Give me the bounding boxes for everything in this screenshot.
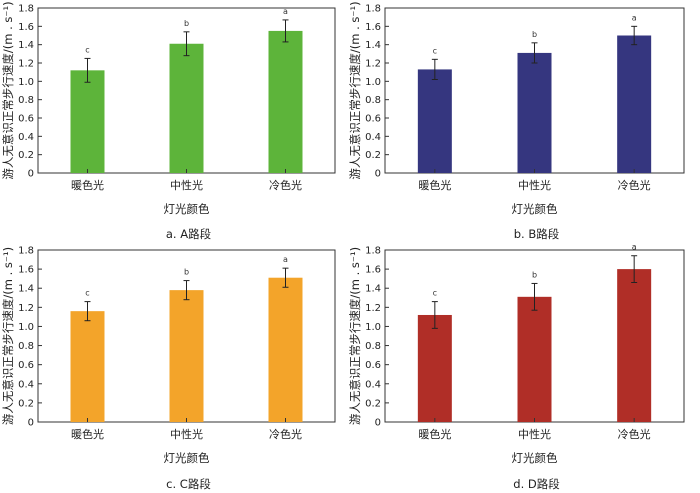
x-tick-label: 冷色光 bbox=[269, 178, 302, 192]
chart-panel-2: 0 0.2 0.4 0.6 0.8 1.0 1.2 1.4 1.6 1.8 c 暖色光 b 中性光 a 冷色光… bbox=[348, 1, 685, 241]
y-tick-label: 1.6 bbox=[365, 22, 381, 33]
y-tick-label: 0 bbox=[375, 169, 381, 180]
x-tick-label: 暖色光 bbox=[71, 427, 104, 441]
significance-label: c bbox=[433, 289, 437, 298]
y-tick-label: 0.2 bbox=[18, 398, 34, 409]
y-tick-label: 1.0 bbox=[18, 322, 34, 333]
x-axis-label: 灯光颜色 bbox=[164, 451, 210, 465]
significance-label: c bbox=[85, 45, 89, 54]
significance-label: b bbox=[532, 270, 537, 279]
y-tick-label: 1.0 bbox=[365, 77, 381, 88]
y-tick-label: 0.6 bbox=[365, 114, 381, 125]
x-tick-label: 中性光 bbox=[170, 178, 203, 192]
bar bbox=[417, 69, 452, 173]
y-tick-label: 0 bbox=[28, 418, 34, 429]
panel-caption: a. A路段 bbox=[166, 227, 212, 241]
bar bbox=[268, 30, 303, 173]
y-tick-label: 1.6 bbox=[365, 265, 381, 276]
y-tick-label: 1.2 bbox=[18, 59, 34, 70]
significance-label: a bbox=[283, 7, 288, 16]
bar bbox=[617, 35, 652, 173]
x-tick-label: 冷色光 bbox=[618, 427, 651, 441]
y-tick-label: 1.4 bbox=[365, 40, 381, 51]
x-axis-label: 灯光颜色 bbox=[512, 202, 558, 216]
bar bbox=[517, 52, 552, 173]
significance-label: a bbox=[632, 243, 637, 252]
significance-label: c bbox=[85, 289, 89, 298]
significance-label: b bbox=[184, 268, 189, 277]
y-tick-label: 1.4 bbox=[18, 284, 34, 295]
y-axis-label: 游人无意识正常步行速度/(m . s⁻¹) bbox=[348, 247, 362, 425]
y-tick-label: 1.2 bbox=[365, 59, 381, 70]
significance-label: c bbox=[433, 46, 437, 55]
x-tick-label: 冷色光 bbox=[269, 427, 302, 441]
x-tick-label: 暖色光 bbox=[71, 178, 104, 192]
y-tick-label: 0.8 bbox=[365, 95, 381, 106]
chart-panel-1: 0 0.2 0.4 0.6 0.8 1.0 1.2 1.4 1.6 1.8 c 暖色光 b 中性光 a 冷色光… bbox=[1, 1, 336, 241]
y-tick-label: 1.8 bbox=[365, 246, 381, 257]
significance-label: a bbox=[283, 255, 288, 264]
panel-caption: c. C路段 bbox=[166, 477, 211, 491]
y-tick-label: 0 bbox=[28, 169, 34, 180]
bar bbox=[70, 70, 105, 173]
x-tick-label: 中性光 bbox=[518, 178, 551, 192]
significance-label: b bbox=[184, 19, 189, 28]
y-tick-label: 1.8 bbox=[18, 4, 34, 15]
y-tick-label: 1.2 bbox=[365, 303, 381, 314]
y-tick-label: 1.8 bbox=[365, 4, 381, 15]
y-tick-label: 1.0 bbox=[18, 77, 34, 88]
y-tick-label: 1.2 bbox=[18, 303, 34, 314]
significance-label: b bbox=[532, 30, 537, 39]
y-tick-label: 0.8 bbox=[18, 341, 34, 352]
panel-caption: b. B路段 bbox=[514, 227, 560, 241]
significance-label: a bbox=[632, 13, 637, 22]
y-tick-label: 0.6 bbox=[18, 360, 34, 371]
x-axis-label: 灯光颜色 bbox=[164, 202, 210, 216]
bar bbox=[268, 277, 303, 422]
y-tick-label: 0.4 bbox=[18, 379, 34, 390]
y-tick-label: 0.8 bbox=[365, 341, 381, 352]
x-axis-label: 灯光颜色 bbox=[512, 451, 558, 465]
y-tick-label: 0.2 bbox=[18, 150, 34, 161]
x-tick-label: 冷色光 bbox=[618, 178, 651, 192]
chart-panel-4: 0 0.2 0.4 0.6 0.8 1.0 1.2 1.4 1.6 1.8 c 暖色光 b 中性光 a 冷色光… bbox=[348, 243, 685, 491]
y-tick-label: 0 bbox=[375, 418, 381, 429]
y-tick-label: 1.4 bbox=[18, 40, 34, 51]
y-tick-label: 0.2 bbox=[365, 150, 381, 161]
y-tick-label: 1.6 bbox=[18, 265, 34, 276]
y-tick-label: 1.6 bbox=[18, 22, 34, 33]
y-tick-label: 1.4 bbox=[365, 284, 381, 295]
bar bbox=[169, 43, 204, 173]
y-tick-label: 0.4 bbox=[365, 132, 381, 143]
bar bbox=[517, 296, 552, 422]
y-axis-label: 游人无意识正常步行速度/(m . s⁻¹) bbox=[1, 247, 15, 425]
chart-panel-3: 0 0.2 0.4 0.6 0.8 1.0 1.2 1.4 1.6 1.8 c 暖色光 b 中性光 a 冷色光… bbox=[1, 246, 336, 491]
y-tick-label: 0.2 bbox=[365, 398, 381, 409]
panel-caption: d. D路段 bbox=[513, 477, 560, 491]
y-tick-label: 1.0 bbox=[365, 322, 381, 333]
bar bbox=[417, 314, 452, 422]
y-tick-label: 0.6 bbox=[365, 360, 381, 371]
bar bbox=[70, 311, 105, 422]
y-tick-label: 0.6 bbox=[18, 114, 34, 125]
y-tick-label: 0.4 bbox=[18, 132, 34, 143]
y-tick-label: 0.4 bbox=[365, 379, 381, 390]
y-axis-label: 游人无意识正常步行速度/(m . s⁻¹) bbox=[1, 1, 15, 179]
y-tick-label: 0.8 bbox=[18, 95, 34, 106]
x-tick-label: 暖色光 bbox=[418, 427, 451, 441]
bar bbox=[169, 290, 204, 422]
bar bbox=[617, 269, 652, 422]
y-axis-label: 游人无意识正常步行速度/(m . s⁻¹) bbox=[348, 1, 362, 179]
x-tick-label: 中性光 bbox=[170, 427, 203, 441]
x-tick-label: 中性光 bbox=[518, 427, 551, 441]
x-tick-label: 暖色光 bbox=[418, 178, 451, 192]
y-tick-label: 1.8 bbox=[18, 246, 34, 257]
